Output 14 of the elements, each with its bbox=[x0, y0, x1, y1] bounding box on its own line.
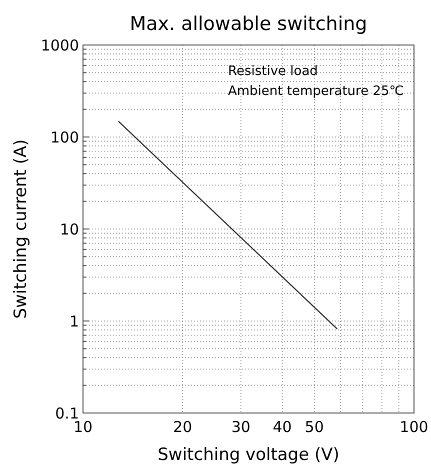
x-tick-label: 20 bbox=[173, 418, 192, 436]
chart-title: Max. allowable switching bbox=[130, 13, 368, 35]
x-tick-label: 100 bbox=[400, 418, 428, 436]
annotation: Ambient temperature 25℃ bbox=[228, 84, 404, 99]
y-tick-label: 1000 bbox=[40, 36, 79, 54]
x-tick-label: 30 bbox=[231, 418, 250, 436]
y-tick-label: 100 bbox=[50, 128, 79, 146]
y-tick-label: 10 bbox=[60, 220, 79, 238]
annotation: Resistive load bbox=[228, 64, 318, 79]
x-tick-label: 50 bbox=[304, 418, 324, 436]
x-tick-label: 40 bbox=[272, 418, 292, 436]
y-tick-label: 1 bbox=[69, 312, 79, 330]
x-axis-title: Switching voltage (V) bbox=[158, 445, 340, 465]
y-axis-title: Switching current (A) bbox=[11, 139, 31, 319]
